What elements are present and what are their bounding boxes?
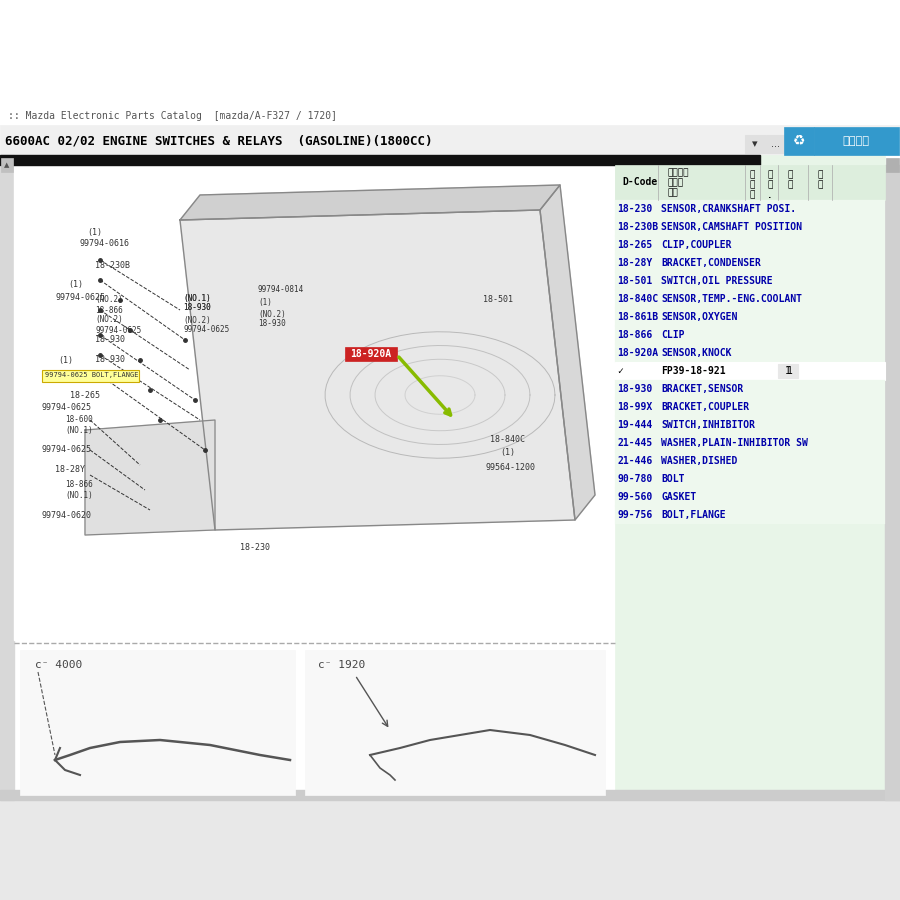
Text: c⁻ 4000: c⁻ 4000 xyxy=(35,660,82,670)
Text: BRACKET,SENSOR: BRACKET,SENSOR xyxy=(661,384,743,394)
Bar xyxy=(615,416,885,434)
Text: SWITCH,INHIBITOR: SWITCH,INHIBITOR xyxy=(661,420,755,430)
Text: 21-445: 21-445 xyxy=(617,438,652,448)
Text: ▾: ▾ xyxy=(752,139,758,149)
Text: 18-501: 18-501 xyxy=(483,295,513,304)
Text: BRACKET,CONDENSER: BRACKET,CONDENSER xyxy=(661,258,760,268)
Text: 18-28Y: 18-28Y xyxy=(617,258,652,268)
Bar xyxy=(615,308,885,326)
Polygon shape xyxy=(85,420,215,535)
Bar xyxy=(615,290,885,308)
Text: 99794-0814: 99794-0814 xyxy=(258,285,304,294)
Text: SENSOR,KNOCK: SENSOR,KNOCK xyxy=(661,348,732,358)
Bar xyxy=(615,272,885,290)
Text: 99794-0625: 99794-0625 xyxy=(55,293,105,302)
Text: 18-930: 18-930 xyxy=(258,320,286,328)
Bar xyxy=(0,790,900,800)
Text: (NO.1): (NO.1) xyxy=(183,293,211,302)
Text: 订: 订 xyxy=(750,170,755,179)
Bar xyxy=(615,165,885,200)
Bar xyxy=(14,165,615,640)
Text: 99794-0625: 99794-0625 xyxy=(183,326,230,335)
Text: c⁻ 1920: c⁻ 1920 xyxy=(318,660,365,670)
Text: SWITCH,OIL PRESSURE: SWITCH,OIL PRESSURE xyxy=(661,276,772,286)
Bar xyxy=(20,650,295,795)
Text: 18-920A: 18-920A xyxy=(617,348,658,358)
Bar xyxy=(615,470,885,488)
Bar xyxy=(615,254,885,272)
Bar xyxy=(886,158,899,172)
Text: GASKET: GASKET xyxy=(661,492,697,502)
Text: 部件号: 部件号 xyxy=(668,178,684,187)
Bar xyxy=(615,200,885,218)
Text: WASHER,DISHED: WASHER,DISHED xyxy=(661,456,737,466)
Text: 18-920A: 18-920A xyxy=(350,349,392,359)
Bar xyxy=(615,344,885,362)
Text: 18-265: 18-265 xyxy=(617,240,652,250)
Polygon shape xyxy=(180,210,575,530)
Text: 18-840C: 18-840C xyxy=(490,436,525,445)
Bar xyxy=(745,135,765,153)
Text: 99794-0625: 99794-0625 xyxy=(42,371,92,380)
Text: 99-560: 99-560 xyxy=(617,492,652,502)
Bar xyxy=(778,364,798,378)
Text: ...: ... xyxy=(770,139,779,149)
Bar xyxy=(615,434,885,452)
Text: (1): (1) xyxy=(68,281,83,290)
Text: (NO.2)
18-866: (NO.2) 18-866 xyxy=(95,295,122,315)
Text: 90-780: 90-780 xyxy=(617,474,652,484)
Text: 18-99X: 18-99X xyxy=(617,402,652,412)
Text: 99794-0616: 99794-0616 xyxy=(80,239,130,248)
Text: (NO.1): (NO.1) xyxy=(183,293,211,302)
Text: 18-930: 18-930 xyxy=(183,303,211,312)
Text: 旋转上传: 旋转上传 xyxy=(842,136,869,146)
Bar xyxy=(0,155,760,165)
Text: 19-444: 19-444 xyxy=(617,420,652,430)
Text: BOLT,FLANGE: BOLT,FLANGE xyxy=(661,510,725,520)
Text: BRACKET,COUPLER: BRACKET,COUPLER xyxy=(661,402,749,412)
Bar xyxy=(615,452,885,470)
Bar xyxy=(615,398,885,416)
Text: SENSOR,OXYGEN: SENSOR,OXYGEN xyxy=(661,312,737,322)
Text: ✓: ✓ xyxy=(617,366,623,376)
Text: (1): (1) xyxy=(87,228,102,237)
Text: (NO.2): (NO.2) xyxy=(258,310,286,319)
Bar xyxy=(305,650,605,795)
Text: 数
量: 数 量 xyxy=(788,170,793,190)
Bar xyxy=(0,125,900,155)
Polygon shape xyxy=(180,185,560,220)
FancyBboxPatch shape xyxy=(41,370,139,382)
Bar xyxy=(615,218,885,236)
Text: 18-230: 18-230 xyxy=(240,544,270,553)
Text: 18-265: 18-265 xyxy=(70,391,100,400)
Text: 信: 信 xyxy=(768,170,773,179)
Bar xyxy=(814,127,899,155)
Text: FP39-18-921: FP39-18-921 xyxy=(661,366,725,376)
Text: (1): (1) xyxy=(500,447,515,456)
Text: 18-28Y: 18-28Y xyxy=(55,465,85,474)
Text: 18-230B: 18-230B xyxy=(95,260,130,269)
Bar xyxy=(0,155,14,800)
Bar xyxy=(784,127,814,155)
Text: SENSOR,TEMP.-ENG.COOLANT: SENSOR,TEMP.-ENG.COOLANT xyxy=(661,294,802,304)
Text: 99564-1200: 99564-1200 xyxy=(485,463,535,472)
Text: 说明: 说明 xyxy=(668,188,679,197)
Bar xyxy=(1,158,13,172)
Text: .: . xyxy=(768,191,773,200)
Text: 1: 1 xyxy=(785,366,791,376)
Text: 购: 购 xyxy=(750,181,755,190)
Text: CLIP: CLIP xyxy=(661,330,685,340)
Text: 99794-0625: 99794-0625 xyxy=(42,446,92,454)
Text: 18-600
(NO.1): 18-600 (NO.1) xyxy=(65,415,93,435)
Bar xyxy=(615,326,885,344)
Text: 18-930: 18-930 xyxy=(95,356,125,364)
Text: 6600AC 02/02 ENGINE SWITCHES & RELAYS  (GASOLINE)(1800CC): 6600AC 02/02 ENGINE SWITCHES & RELAYS (G… xyxy=(5,134,433,148)
Text: BOLT: BOLT xyxy=(661,474,685,484)
Text: (NO.2): (NO.2) xyxy=(183,316,211,325)
Text: 18-866
(NO.1): 18-866 (NO.1) xyxy=(65,481,93,500)
Text: 18-840C: 18-840C xyxy=(617,294,658,304)
Text: 21-446: 21-446 xyxy=(617,456,652,466)
Text: SENSOR,CRANKSHAFT POSI.: SENSOR,CRANKSHAFT POSI. xyxy=(661,204,796,214)
Text: 18-230: 18-230 xyxy=(617,204,652,214)
Text: 18-861B: 18-861B xyxy=(617,312,658,322)
